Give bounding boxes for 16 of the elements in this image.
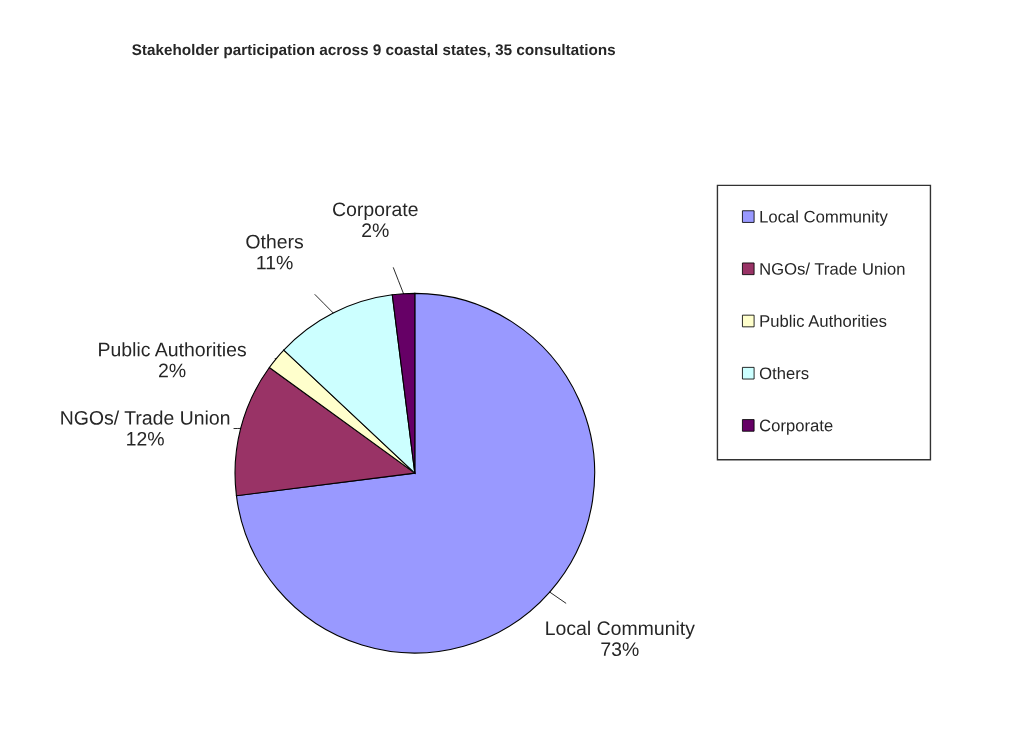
data-label: 12%	[127, 431, 164, 446]
data-label: 2%	[362, 223, 389, 238]
legend-label: Corporate	[759, 419, 833, 435]
data-label: 11%	[257, 255, 293, 270]
data-label: 2%	[159, 363, 186, 378]
data-label: 73%	[601, 642, 639, 657]
slice-label: Corporate	[333, 202, 418, 221]
legend-label: Public Authorities	[760, 314, 887, 327]
slice-label: NGOs/ Trade Union	[61, 410, 230, 425]
chart-title: Stakeholder participation across 9 coastal states, 35 consultations	[132, 43, 616, 59]
slice-label: Local Community	[546, 620, 695, 639]
slice-label: Others	[246, 234, 304, 249]
legend-label: Others	[759, 366, 809, 380]
legend-label: NGOs/ Trade Union	[760, 262, 905, 275]
slice-label: Public Authorities	[99, 342, 246, 357]
legend-label: Local Community	[760, 210, 888, 226]
